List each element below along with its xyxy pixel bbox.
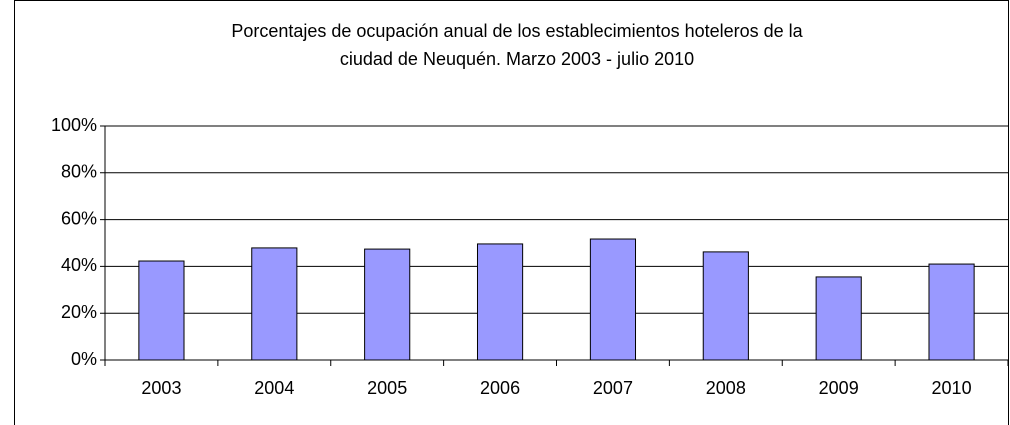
bar bbox=[815, 276, 862, 361]
x-tick-label: 2007 bbox=[593, 378, 633, 398]
bar bbox=[138, 260, 185, 361]
chart-title: Porcentajes de ocupación anual de los es… bbox=[231, 21, 803, 41]
x-tick-label: 2008 bbox=[706, 378, 746, 398]
bar bbox=[702, 251, 749, 361]
bar bbox=[589, 238, 637, 361]
y-tick-label: 20% bbox=[61, 302, 97, 322]
bar bbox=[928, 263, 975, 361]
x-tick-label: 2009 bbox=[819, 378, 859, 398]
x-tick-label: 2003 bbox=[141, 378, 181, 398]
y-tick-label: 40% bbox=[61, 255, 97, 275]
x-tick-label: 2006 bbox=[480, 378, 520, 398]
y-tick-label: 60% bbox=[61, 208, 97, 228]
x-tick-label: 2004 bbox=[254, 378, 294, 398]
y-tick-label: 100% bbox=[51, 115, 97, 135]
x-tick-label: 2010 bbox=[932, 378, 972, 398]
bar bbox=[476, 243, 524, 361]
x-tick-label: 2005 bbox=[367, 378, 407, 398]
y-tick-label: 0% bbox=[71, 349, 97, 369]
y-tick-label: 80% bbox=[61, 162, 97, 182]
bar bbox=[364, 248, 411, 361]
bar bbox=[251, 247, 298, 361]
chart-title: ciudad de Neuquén. Marzo 2003 - julio 20… bbox=[340, 49, 694, 69]
